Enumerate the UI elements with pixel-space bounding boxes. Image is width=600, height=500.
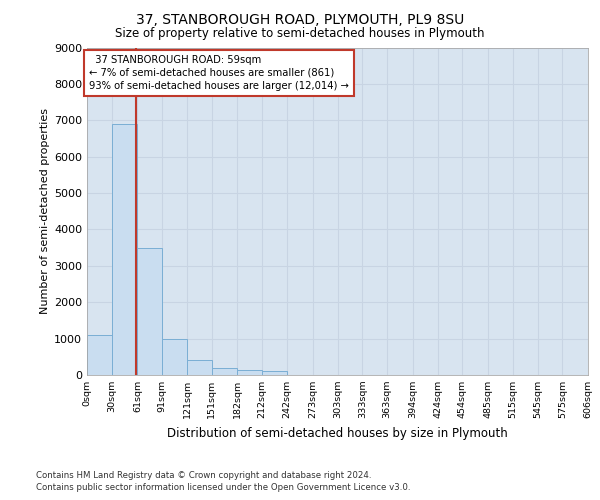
X-axis label: Distribution of semi-detached houses by size in Plymouth: Distribution of semi-detached houses by … xyxy=(167,427,508,440)
Bar xyxy=(137,248,162,375)
Bar xyxy=(112,124,137,375)
Y-axis label: Number of semi-detached properties: Number of semi-detached properties xyxy=(40,108,50,314)
Bar xyxy=(87,335,112,375)
Bar xyxy=(162,338,187,375)
Text: 37, STANBOROUGH ROAD, PLYMOUTH, PL9 8SU: 37, STANBOROUGH ROAD, PLYMOUTH, PL9 8SU xyxy=(136,12,464,26)
Text: 37 STANBOROUGH ROAD: 59sqm
← 7% of semi-detached houses are smaller (861)
93% of: 37 STANBOROUGH ROAD: 59sqm ← 7% of semi-… xyxy=(89,55,349,91)
Bar xyxy=(238,370,262,375)
Text: Size of property relative to semi-detached houses in Plymouth: Size of property relative to semi-detach… xyxy=(115,28,485,40)
Bar xyxy=(187,360,212,375)
Bar xyxy=(262,372,287,375)
Text: Contains public sector information licensed under the Open Government Licence v3: Contains public sector information licen… xyxy=(36,484,410,492)
Text: Contains HM Land Registry data © Crown copyright and database right 2024.: Contains HM Land Registry data © Crown c… xyxy=(36,471,371,480)
Bar xyxy=(212,368,238,375)
